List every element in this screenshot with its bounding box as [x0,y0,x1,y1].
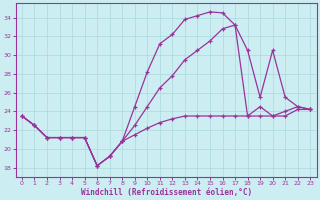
X-axis label: Windchill (Refroidissement éolien,°C): Windchill (Refroidissement éolien,°C) [81,188,252,197]
